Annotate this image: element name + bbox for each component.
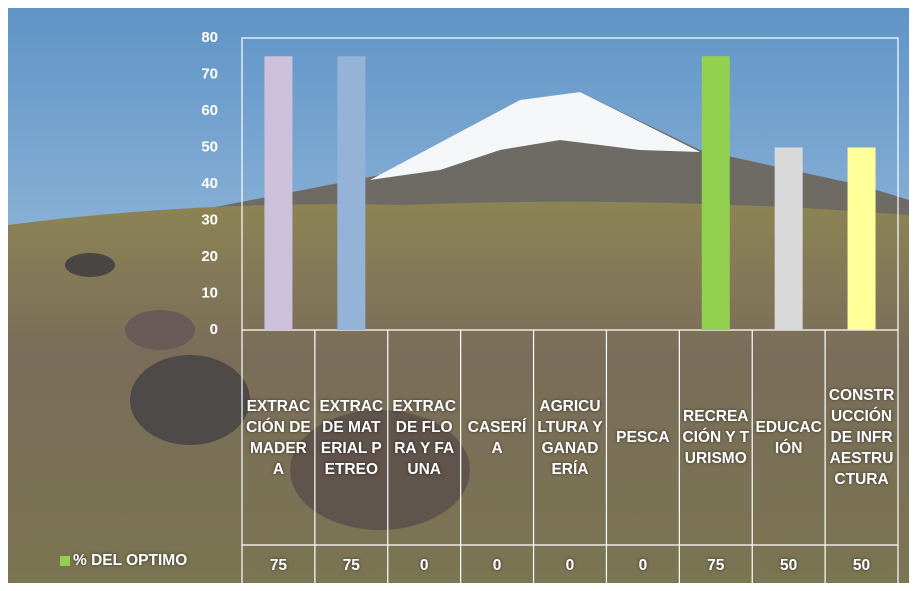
y-tick-label: 10 bbox=[201, 284, 218, 301]
value-label: 0 bbox=[419, 556, 429, 574]
bar bbox=[337, 56, 366, 330]
legend-label: % DEL OPTIMO bbox=[73, 552, 188, 569]
y-tick-label: 50 bbox=[201, 138, 218, 155]
y-tick-label: 60 bbox=[201, 102, 218, 119]
value-label: 50 bbox=[852, 556, 871, 574]
y-tick-label: 70 bbox=[201, 65, 218, 82]
legend-swatch bbox=[60, 556, 70, 566]
value-label: 75 bbox=[269, 556, 288, 574]
rock bbox=[65, 253, 115, 277]
rock bbox=[125, 310, 195, 350]
bar bbox=[264, 56, 293, 330]
category-label: EDUCACIÓN bbox=[755, 418, 822, 457]
snow bbox=[370, 92, 700, 180]
background-ground bbox=[8, 201, 909, 583]
value-label: 50 bbox=[780, 556, 798, 574]
rock bbox=[290, 410, 470, 530]
bar bbox=[847, 147, 876, 330]
category-label: RECREACIÓN Y TURISMO bbox=[682, 408, 750, 467]
plot-frame bbox=[241, 37, 899, 586]
y-tick-label: 20 bbox=[201, 248, 218, 265]
value-label: 0 bbox=[492, 556, 502, 574]
y-tick-label: 0 bbox=[210, 321, 218, 338]
bar bbox=[701, 56, 730, 330]
value-label: 75 bbox=[342, 556, 360, 574]
category-label: EXTRACCIÓN DE MADERA bbox=[246, 397, 311, 478]
y-tick-label: 40 bbox=[201, 175, 218, 192]
bar bbox=[774, 147, 803, 330]
value-label: 0 bbox=[638, 556, 648, 574]
value-label: 75 bbox=[707, 556, 725, 574]
y-tick-label: 30 bbox=[201, 211, 218, 228]
rock bbox=[130, 355, 250, 445]
category-label: CASERÍA bbox=[467, 418, 527, 457]
category-label: CONSTRUCCIÓN DE INFRAESTRUCTURA bbox=[828, 387, 895, 488]
legend: % DEL OPTIMO bbox=[60, 552, 187, 570]
category-label: AGRICULTURA Y GANADERÍA bbox=[537, 397, 603, 478]
category-label: EXTRAC DE MATERIAL PETREO bbox=[319, 397, 384, 478]
plot: 0 10 20 30 40 50 60 70 80 bbox=[201, 29, 899, 586]
value-label: 0 bbox=[565, 556, 575, 574]
category-label: EXTRAC DE FLORA Y FAUNA bbox=[392, 397, 457, 478]
category-label: PESCA bbox=[616, 429, 670, 446]
y-tick-label: 80 bbox=[201, 29, 218, 46]
